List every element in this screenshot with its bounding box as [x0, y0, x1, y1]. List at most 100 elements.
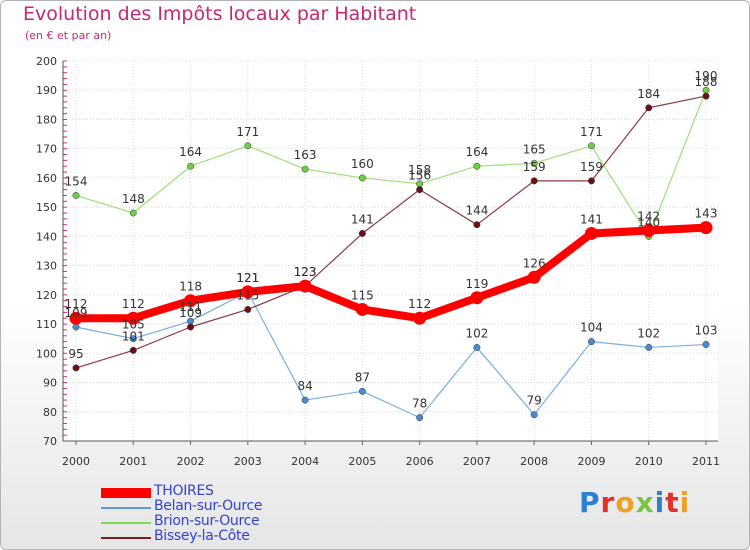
data-point-belan-sur-ource [530, 411, 538, 419]
data-point-belan-sur-ource [473, 344, 481, 351]
logo-letter-i: i [654, 486, 666, 519]
y-tick-label: 120 [36, 289, 57, 302]
legend-label-thoires: THOIRES [154, 483, 214, 499]
y-tick-label: 200 [36, 55, 57, 68]
data-label-brion-sur-ource: 160 [351, 157, 374, 171]
series-line-bissey-la-c-te [75, 95, 707, 369]
data-label-bissey-la-c-te: 141 [351, 212, 374, 226]
y-tick-label: 150 [36, 201, 57, 214]
data-label-thoires: 126 [523, 256, 546, 270]
data-label-brion-sur-ource: 190 [695, 69, 718, 83]
data-point-brion-sur-ource [588, 142, 595, 150]
data-point-thoires [584, 226, 598, 240]
data-point-brion-sur-ource [301, 165, 309, 173]
data-label-belan-sur-ource: 87 [355, 370, 370, 384]
data-label-belan-sur-ource: 102 [465, 326, 488, 340]
data-point-thoires [355, 302, 369, 316]
data-label-brion-sur-ource: 164 [465, 145, 488, 159]
data-label-bissey-la-c-te: 159 [523, 160, 546, 174]
x-tick-label: 2010 [635, 455, 663, 468]
data-label-bissey-la-c-te: 188 [695, 75, 718, 89]
chart-title: Evolution des Impôts locaux par Habitant [23, 3, 417, 25]
data-point-thoires [241, 285, 255, 299]
data-label-bissey-la-c-te: 101 [122, 329, 145, 343]
logo-letter-p: P [579, 486, 601, 519]
y-tick-label: 190 [36, 84, 57, 97]
data-label-brion-sur-ource: 171 [236, 125, 259, 139]
data-label-brion-sur-ource: 140 [637, 215, 660, 229]
y-tick-label: 70 [43, 435, 57, 448]
data-label-belan-sur-ource: 121 [236, 271, 259, 285]
data-point-thoires [184, 294, 198, 308]
x-tick-label: 2002 [177, 455, 205, 468]
data-label-thoires: 142 [637, 210, 660, 224]
data-point-belan-sur-ource [588, 338, 595, 346]
data-point-thoires [527, 270, 541, 284]
data-label-belan-sur-ource: 105 [122, 318, 145, 332]
proxiti-logo: Proxiti [579, 486, 690, 519]
data-point-thoires [298, 279, 312, 293]
y-tick-label: 80 [43, 406, 57, 419]
data-label-belan-sur-ource: 79 [527, 394, 542, 408]
data-label-belan-sur-ource: 109 [65, 306, 88, 320]
data-label-bissey-la-c-te: 159 [580, 160, 603, 174]
legend-swatch-bissey-la-cote [101, 537, 151, 539]
data-point-belan-sur-ource [702, 341, 710, 348]
data-label-bissey-la-c-te: 184 [637, 87, 660, 101]
data-label-thoires: 141 [580, 212, 603, 226]
y-tick-label: 110 [36, 318, 57, 331]
data-point-bissey-la-c-te [416, 186, 424, 194]
y-tick-label: 100 [36, 347, 57, 360]
x-tick-label: 2004 [291, 455, 319, 468]
data-point-brion-sur-ource [72, 192, 80, 199]
data-point-brion-sur-ource [187, 162, 194, 170]
data-point-belan-sur-ource [645, 344, 653, 351]
data-point-belan-sur-ource [129, 335, 137, 343]
data-label-belan-sur-ource: 104 [580, 321, 603, 335]
data-point-thoires [69, 311, 83, 325]
data-point-bissey-la-c-te [72, 364, 80, 372]
data-label-brion-sur-ource: 165 [523, 142, 546, 156]
data-label-thoires: 112 [408, 297, 431, 311]
data-label-brion-sur-ource: 158 [408, 163, 431, 177]
data-point-bissey-la-c-te [645, 104, 653, 112]
logo-letter-r: r [600, 486, 616, 519]
data-label-bissey-la-c-te: 115 [236, 288, 259, 302]
y-tick-label: 140 [36, 230, 57, 243]
y-tick-label: 90 [43, 377, 57, 390]
data-point-thoires [470, 291, 484, 305]
data-label-brion-sur-ource: 148 [122, 192, 145, 206]
data-point-thoires [126, 311, 140, 325]
chart-subtitle: (en € et par an) [25, 29, 112, 42]
data-point-thoires [699, 221, 713, 235]
series-line-belan-sur-ource [75, 291, 707, 419]
data-point-brion-sur-ource [473, 162, 481, 170]
data-label-belan-sur-ource: 84 [297, 379, 312, 393]
data-point-bissey-la-c-te [244, 306, 252, 313]
data-point-bissey-la-c-te [473, 221, 481, 229]
x-tick-label: 2000 [62, 455, 90, 468]
plot-area [63, 61, 718, 441]
data-label-brion-sur-ource: 154 [65, 174, 88, 188]
data-point-thoires [413, 311, 427, 325]
data-point-bissey-la-c-te [358, 230, 366, 237]
data-point-brion-sur-ource [358, 174, 366, 182]
data-label-thoires: 119 [465, 277, 488, 291]
data-label-bissey-la-c-te: 95 [68, 347, 83, 361]
logo-letter-i2: i [679, 486, 691, 519]
data-label-belan-sur-ource: 111 [179, 300, 202, 314]
data-point-brion-sur-ource [244, 142, 252, 150]
data-point-belan-sur-ource [358, 387, 366, 395]
data-label-thoires: 112 [65, 297, 88, 311]
y-tick-label: 160 [36, 172, 57, 185]
logo-letter-o: o [615, 486, 636, 519]
legend-label-bissey-la-cote: Bissey-la-Côte [154, 528, 250, 544]
data-label-bissey-la-c-te: 156 [408, 169, 431, 183]
series-line-thoires [72, 223, 710, 323]
y-tick-label: 180 [36, 113, 57, 126]
legend-label-belan-sur-ource: Belan-sur-Ource [154, 498, 263, 514]
y-tick-label: 130 [36, 260, 57, 273]
data-point-bissey-la-c-te [588, 177, 595, 185]
